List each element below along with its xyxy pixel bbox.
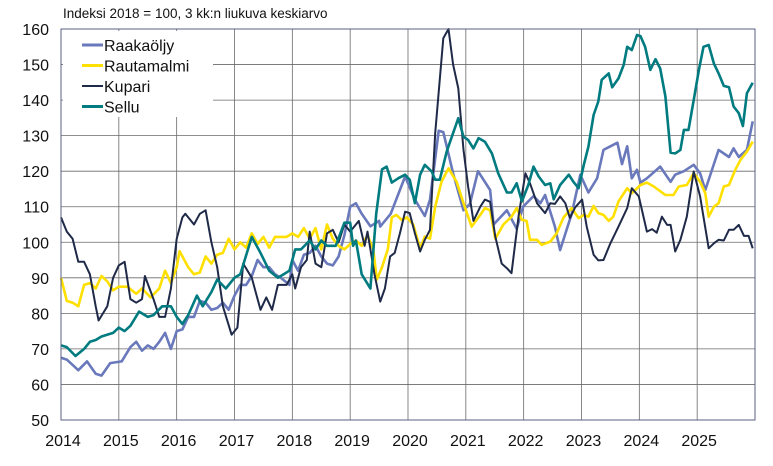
y-tick-label: 100	[22, 235, 49, 252]
x-tick-label: 2024	[624, 433, 660, 450]
y-tick-label: 160	[22, 22, 49, 39]
x-tick-label: 2015	[103, 433, 139, 450]
x-tick-label: 2019	[334, 433, 370, 450]
y-tick-label: 140	[22, 93, 49, 110]
plot-frame	[60, 28, 756, 421]
chart-title: Indeksi 2018 = 100, 3 kk:n liukuva keski…	[63, 6, 328, 21]
x-tick-label: 2018	[277, 433, 313, 450]
y-tick-label: 60	[31, 377, 49, 394]
y-tick-label: 130	[22, 129, 49, 146]
y-tick-label: 110	[23, 200, 49, 217]
x-tick-label: 2023	[566, 433, 602, 450]
y-axis-ticks: 50 60 70 80 90 100 110 120 130 140 150 160	[22, 22, 49, 430]
x-tick-label: 2014	[45, 433, 81, 450]
y-tick-label: 150	[22, 58, 49, 75]
x-tick-label: 2022	[508, 433, 544, 450]
y-tick-label: 70	[31, 342, 49, 359]
x-tick-label: 2020	[392, 433, 428, 450]
legend-item: Rautamalmi	[82, 59, 189, 76]
y-tick-label: 120	[22, 164, 49, 181]
y-tick-label: 80	[31, 306, 49, 323]
x-tick-label: 2016	[161, 433, 197, 450]
legend-item: Kupari	[82, 79, 150, 96]
legend: Raakaöljy Rautamalmi Kupari Sellu	[63, 31, 213, 117]
y-tick-label: 50	[31, 413, 49, 430]
x-tick-label: 2021	[450, 433, 486, 450]
series-line-rautamalmi	[59, 141, 754, 308]
x-axis-ticks: 2014 2015 2016 2017 2018 2019 2020 2021 2022 2023…	[45, 433, 717, 450]
legend-label: Raakaöljy	[104, 38, 174, 55]
series-line-sellu	[60, 33, 754, 358]
x-tick-label: 2025	[681, 433, 717, 450]
legend-label: Kupari	[104, 79, 150, 96]
series-line-raakaljy	[60, 121, 754, 377]
x-tick-label: 2017	[219, 433, 255, 450]
legend-label: Sellu	[104, 100, 140, 117]
y-tick-label: 90	[31, 271, 49, 288]
legend-label: Rautamalmi	[104, 59, 189, 76]
series-line-kupari	[60, 28, 754, 336]
legend-item: Sellu	[82, 100, 140, 117]
series-lines	[59, 28, 754, 377]
legend-item: Raakaöljy	[82, 38, 174, 55]
